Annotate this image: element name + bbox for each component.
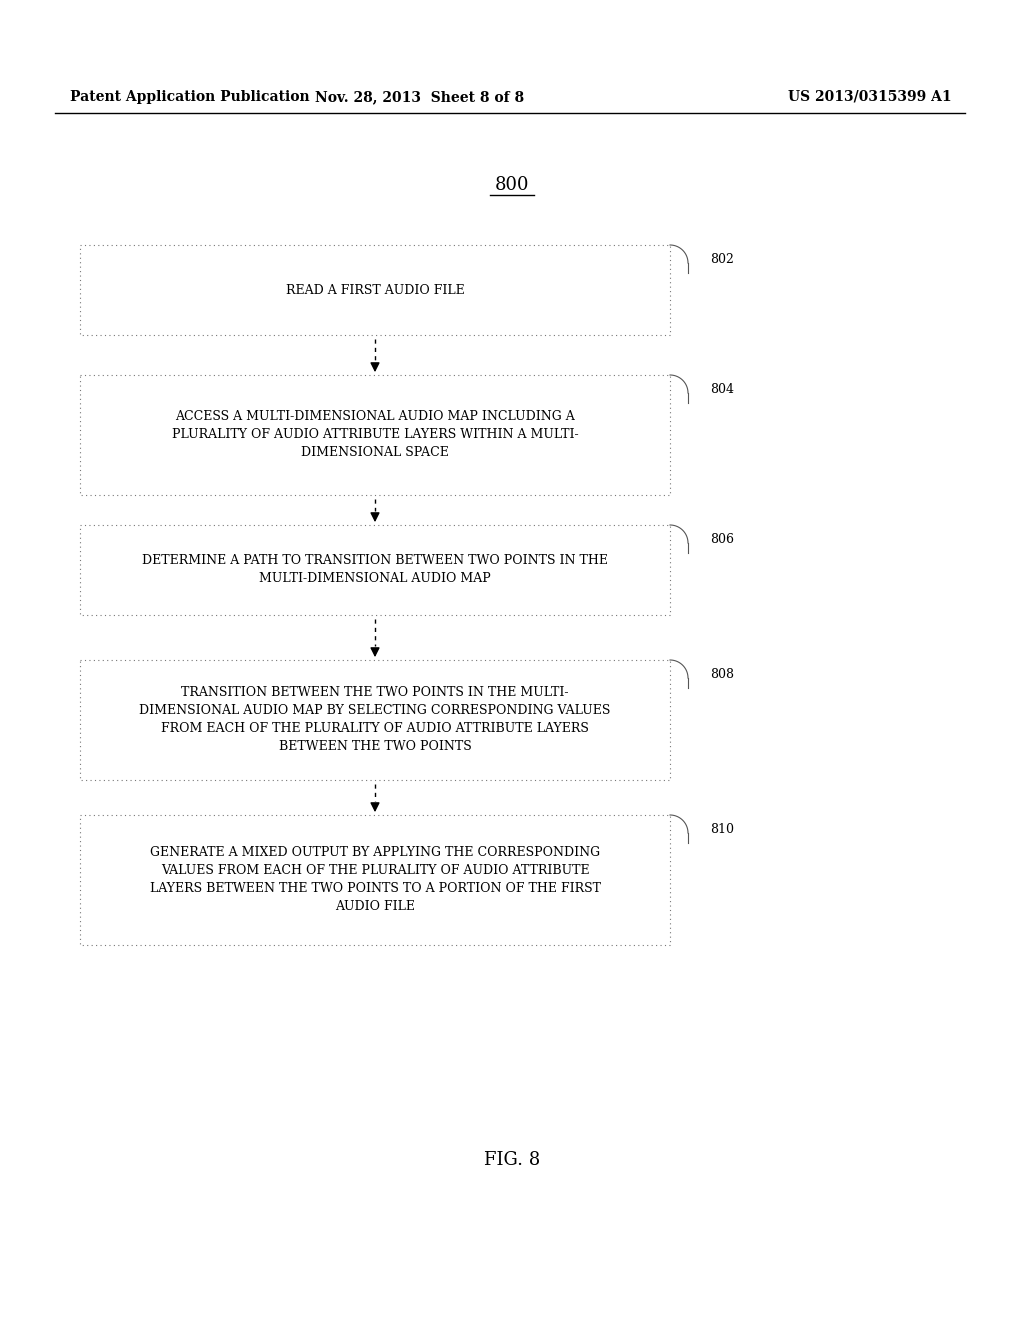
Text: ACCESS A MULTI-DIMENSIONAL AUDIO MAP INCLUDING A
PLURALITY OF AUDIO ATTRIBUTE LA: ACCESS A MULTI-DIMENSIONAL AUDIO MAP INC… [172,411,579,459]
Text: US 2013/0315399 A1: US 2013/0315399 A1 [788,90,952,104]
Text: 804: 804 [710,383,734,396]
Text: DETERMINE A PATH TO TRANSITION BETWEEN TWO POINTS IN THE
MULTI-DIMENSIONAL AUDIO: DETERMINE A PATH TO TRANSITION BETWEEN T… [142,554,608,586]
Text: Patent Application Publication: Patent Application Publication [70,90,309,104]
Text: Nov. 28, 2013  Sheet 8 of 8: Nov. 28, 2013 Sheet 8 of 8 [315,90,524,104]
Text: 808: 808 [710,668,734,681]
Text: 810: 810 [710,822,734,836]
Text: READ A FIRST AUDIO FILE: READ A FIRST AUDIO FILE [286,284,464,297]
Text: 802: 802 [710,253,734,267]
Text: TRANSITION BETWEEN THE TWO POINTS IN THE MULTI-
DIMENSIONAL AUDIO MAP BY SELECTI: TRANSITION BETWEEN THE TWO POINTS IN THE… [139,686,610,754]
Text: 806: 806 [710,533,734,546]
Text: FIG. 8: FIG. 8 [484,1151,540,1170]
Text: 800: 800 [495,176,529,194]
Text: GENERATE A MIXED OUTPUT BY APPLYING THE CORRESPONDING
VALUES FROM EACH OF THE PL: GENERATE A MIXED OUTPUT BY APPLYING THE … [150,846,600,913]
